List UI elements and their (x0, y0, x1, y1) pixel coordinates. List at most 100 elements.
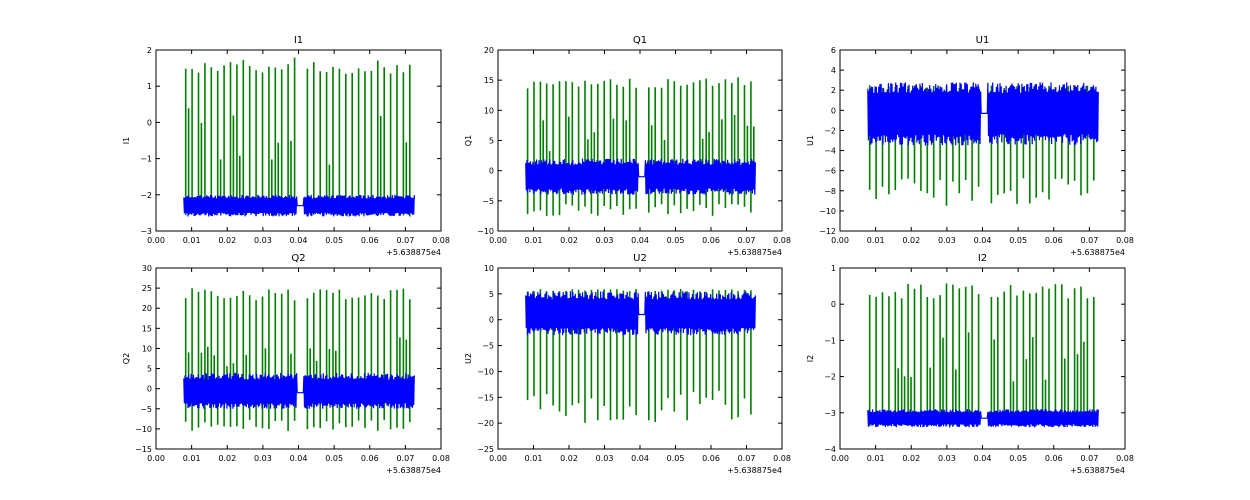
chart-u2-ytick-label: −10 (477, 367, 494, 376)
chart-q2-series-green (184, 288, 411, 431)
chart-i2-ytick-label: −2 (824, 373, 836, 382)
chart-q2-xtick-label: 0.05 (325, 454, 343, 463)
chart-i1-xtick-label: 0.01 (183, 236, 201, 245)
chart-q1-xtick-label: 0.01 (525, 236, 543, 245)
chart-i1-xtick-label: 0.06 (361, 236, 379, 245)
chart-u2-series-blue (525, 291, 756, 336)
chart-u2-ytick-label: −20 (477, 419, 494, 428)
chart-i1-xtick-label: 0.05 (325, 236, 343, 245)
chart-u1-xtick-label: 0.07 (1080, 236, 1098, 245)
chart-q1-xtick-label: 0.08 (773, 236, 791, 245)
chart-u1-title: U1 (976, 35, 990, 46)
chart-q1-xtick-label: 0.03 (596, 236, 614, 245)
chart-u1-xtick-label: 0.05 (1009, 236, 1027, 245)
chart-u1-x-offset-label: +5.638875e4 (1070, 248, 1125, 257)
chart-u2-plot-area (525, 289, 756, 423)
chart-i1-title: I1 (294, 35, 303, 46)
chart-u2-title: U2 (633, 253, 647, 264)
chart-u2-xtick-label: 0.07 (738, 454, 756, 463)
chart-u1-ytick-label: −12 (819, 227, 836, 236)
chart-u2-ylabel: U2 (464, 353, 473, 364)
chart-q2-ytick-label: 5 (147, 365, 152, 374)
chart-u2: 0.00 0.01 0.02 0.03 0.04 0.05 0.06 0.07 0.08 −25 −… (464, 253, 791, 475)
chart-u1-ytick-label: 4 (831, 66, 836, 75)
chart-i1-plot-area (183, 57, 415, 217)
chart-u2-ytick-label: −5 (482, 342, 494, 351)
chart-u1-ytick-label: −6 (824, 167, 836, 176)
chart-i2-series-green (868, 283, 1095, 427)
chart-q1-ytick-label: 20 (484, 46, 494, 55)
chart-i1: 0.00 0.01 0.02 0.03 0.04 0.05 0.06 0.07 0.08 −3 −2… (122, 35, 450, 257)
chart-q2-ytick-label: 10 (142, 344, 152, 353)
chart-i2-xtick-label: 0.06 (1045, 454, 1063, 463)
chart-i2-x-offset-label: +5.638875e4 (1070, 466, 1125, 475)
chart-i2-xtick-label: 0.02 (902, 454, 920, 463)
chart-q2-xtick-label: 0.03 (254, 454, 272, 463)
chart-i1-ylabel: I1 (122, 137, 131, 144)
chart-q2-ytick-label: −5 (140, 405, 152, 414)
chart-i2-title: I2 (978, 253, 987, 264)
chart-u2-x-offset-label: +5.638875e4 (727, 466, 782, 475)
chart-q2-ytick-label: 25 (142, 284, 152, 293)
chart-i1-ytick-label: −1 (140, 155, 152, 164)
chart-u1-xtick-label: 0.06 (1045, 236, 1063, 245)
chart-q2-ytick-label: 0 (147, 385, 152, 394)
chart-u2-xtick-label: 0.05 (667, 454, 685, 463)
chart-u1-ytick-label: −10 (819, 207, 836, 216)
chart-i2-series-blue (867, 409, 1099, 428)
chart-u1-xtick-label: 0.08 (1116, 236, 1134, 245)
chart-i1-xtick-label: 0.00 (147, 236, 165, 245)
chart-q1-ytick-label: 15 (484, 76, 494, 85)
chart-u1-ytick-label: 0 (831, 106, 836, 115)
chart-q2-ylabel: Q2 (122, 353, 131, 364)
chart-q2-xtick-label: 0.07 (396, 454, 414, 463)
chart-u2-xtick-label: 0.00 (489, 454, 507, 463)
chart-q2-ytick-label: 30 (142, 264, 152, 273)
chart-q1-ytick-label: −10 (477, 227, 494, 236)
chart-q1-x-offset-label: +5.638875e4 (727, 248, 782, 257)
chart-i1-ytick-label: −3 (140, 227, 152, 236)
chart-q1-ylabel: Q1 (464, 135, 473, 146)
chart-q1-xtick-label: 0.04 (631, 236, 649, 245)
chart-u2-ytick-label: −25 (477, 445, 494, 454)
chart-i1-series-blue (183, 194, 415, 217)
chart-u2-ytick-label: 0 (489, 316, 494, 325)
chart-i1-series-green (184, 57, 411, 217)
chart-u2-xtick-label: 0.03 (596, 454, 614, 463)
chart-q2-plot-area (183, 288, 415, 431)
chart-q1-plot-area (525, 77, 756, 216)
chart-q2-xtick-label: 0.08 (432, 454, 450, 463)
chart-u1-ylabel: U1 (806, 135, 815, 146)
chart-i1-ytick-label: 1 (147, 82, 152, 91)
chart-i2-ylabel: I2 (806, 355, 815, 362)
chart-u1-plot-area (867, 82, 1099, 206)
chart-u2-xtick-label: 0.02 (560, 454, 578, 463)
chart-q2-xtick-label: 0.04 (290, 454, 308, 463)
chart-i1-ytick-label: −2 (140, 191, 152, 200)
chart-u2-ytick-label: 10 (484, 264, 494, 273)
chart-i2-xtick-label: 0.00 (831, 454, 849, 463)
chart-q1-xtick-label: 0.02 (560, 236, 578, 245)
chart-q1-title: Q1 (633, 35, 647, 46)
chart-q2: 0.00 0.01 0.02 0.03 0.04 0.05 0.06 0.07 0.08 −15 −… (122, 253, 450, 475)
chart-q2-ytick-label: 15 (142, 324, 152, 333)
chart-q1-ytick-label: 5 (489, 137, 494, 146)
chart-u2-xtick-label: 0.04 (631, 454, 649, 463)
chart-q1-series-blue (525, 158, 756, 195)
chart-u2-xtick-label: 0.01 (525, 454, 543, 463)
chart-u1-ytick-label: −4 (824, 147, 836, 156)
chart-u1: 0.00 0.01 0.02 0.03 0.04 0.05 0.06 0.07 0.08 −12 −… (806, 35, 1134, 257)
chart-q1-series-green (526, 77, 755, 216)
chart-u2-xtick-label: 0.08 (773, 454, 791, 463)
chart-u1-ytick-label: 6 (831, 46, 836, 55)
chart-q2-series-blue (183, 372, 415, 409)
chart-q1-ytick-label: −5 (482, 197, 494, 206)
chart-u1-xtick-label: 0.00 (831, 236, 849, 245)
chart-i2-ytick-label: −1 (824, 336, 836, 345)
chart-q2-x-offset-label: +5.638875e4 (386, 466, 441, 475)
chart-i2-plot-area (867, 283, 1099, 428)
chart-q2-ytick-label: −15 (135, 445, 152, 454)
chart-u2-ytick-label: 5 (489, 290, 494, 299)
chart-q2-xtick-label: 0.00 (147, 454, 165, 463)
